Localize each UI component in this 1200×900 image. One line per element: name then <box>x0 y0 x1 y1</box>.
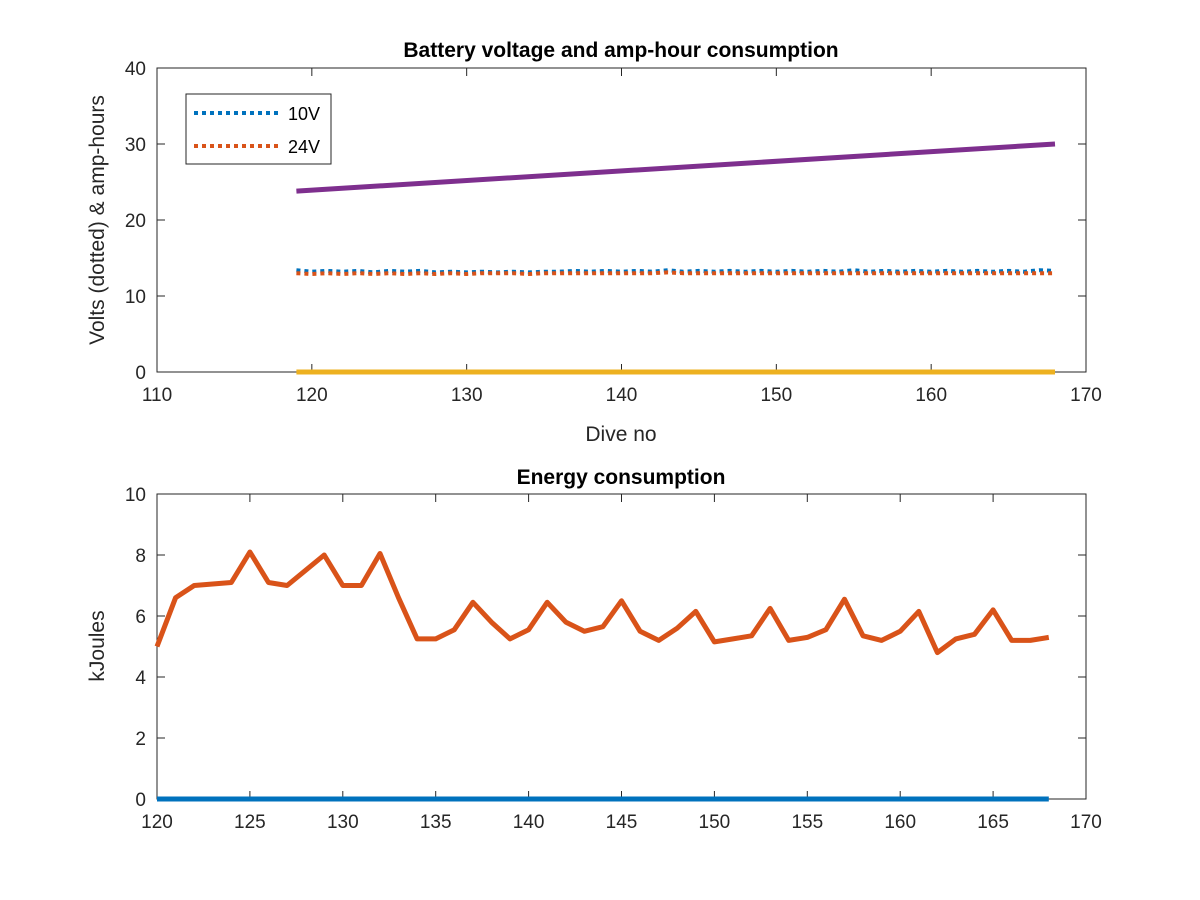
energy-x-tick-label: 150 <box>699 812 731 833</box>
legend: 10V 24V <box>185 93 332 165</box>
battery-x-tick-label: 160 <box>915 385 947 406</box>
battery-x-axis-label: Dive no <box>585 423 656 446</box>
energy-y-tick-label: 2 <box>135 729 146 750</box>
energy-x-tick-label: 170 <box>1070 812 1102 833</box>
energy-chart-title: Energy consumption <box>517 466 726 489</box>
battery-y-tick-label: 0 <box>135 363 146 384</box>
energy-x-tick-label: 155 <box>791 812 823 833</box>
legend-label-10v: 10V <box>288 104 320 124</box>
energy-y-tick-label: 6 <box>135 607 146 628</box>
battery-ticks: 110 120 130 140 150 160 170 0 10 20 30 40 <box>125 59 1102 406</box>
battery-y-tick-label: 40 <box>125 59 146 80</box>
energy-series-group <box>154 549 1050 802</box>
battery-series-line-3 <box>296 141 1056 194</box>
energy-chart: 120 125 130 135 140 145 150 155 160 165 170 0 2 4 6 8 10… <box>86 466 1102 833</box>
energy-x-tick-label: 165 <box>977 812 1009 833</box>
battery-y-tick-label: 20 <box>125 211 146 232</box>
battery-x-tick-label: 140 <box>606 385 638 406</box>
energy-x-tick-label: 160 <box>884 812 916 833</box>
energy-y-tick-label: 0 <box>135 790 146 811</box>
energy-x-tick-label: 125 <box>234 812 266 833</box>
legend-box <box>185 93 332 165</box>
battery-x-tick-label: 170 <box>1070 385 1102 406</box>
energy-x-tick-label: 120 <box>141 812 173 833</box>
energy-y-tick-label: 4 <box>135 668 146 689</box>
energy-x-tick-label: 140 <box>513 812 545 833</box>
legend-label-24v: 24V <box>288 137 320 157</box>
battery-series-line-24v <box>296 270 1055 276</box>
energy-series-line-1 <box>154 549 1050 656</box>
energy-ticks: 120 125 130 135 140 145 150 155 160 165 170 0 2 4 6 8 10 <box>125 485 1102 833</box>
battery-x-tick-label: 110 <box>142 385 172 406</box>
energy-x-tick-label: 135 <box>420 812 452 833</box>
energy-y-tick-label: 8 <box>135 546 146 567</box>
energy-x-tick-label: 145 <box>606 812 638 833</box>
battery-series-group <box>296 141 1056 375</box>
battery-x-tick-label: 150 <box>760 385 792 406</box>
energy-y-tick-label: 10 <box>125 485 146 506</box>
battery-y-axis-label: Volts (dotted) & amp-hours <box>86 95 109 345</box>
battery-x-tick-label: 120 <box>296 385 328 406</box>
battery-y-tick-label: 10 <box>125 287 146 308</box>
battery-chart: 110 120 130 140 150 160 170 0 10 20 30 40 Battery v… <box>86 39 1102 446</box>
battery-y-tick-label: 30 <box>125 135 146 156</box>
battery-chart-title: Battery voltage and amp-hour consumption <box>403 39 838 62</box>
energy-y-axis-label: kJoules <box>86 610 109 681</box>
battery-x-tick-label: 130 <box>451 385 483 406</box>
energy-x-tick-label: 130 <box>327 812 359 833</box>
